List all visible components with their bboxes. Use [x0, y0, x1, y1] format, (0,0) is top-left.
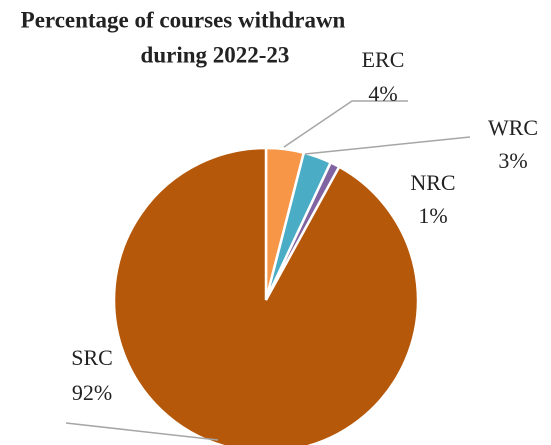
leader-line: [283, 100, 408, 148]
slice-value-label: 1%: [418, 203, 447, 228]
pie-slice: [112, 146, 420, 445]
leader-line: [304, 136, 471, 155]
slice-label: SRC: [71, 345, 113, 370]
chart-title: Percentage of courses withdrawn: [21, 7, 346, 32]
slice-value-label: 4%: [368, 81, 397, 106]
slice-value-label: 3%: [498, 148, 527, 173]
slice-value-label: 92%: [72, 380, 112, 405]
slice-label: WRC: [488, 115, 538, 140]
slice-label: ERC: [362, 47, 405, 72]
leader-line: [65, 422, 219, 441]
chart-title: during 2022-23: [141, 42, 290, 67]
slice-label: NRC: [410, 170, 455, 195]
